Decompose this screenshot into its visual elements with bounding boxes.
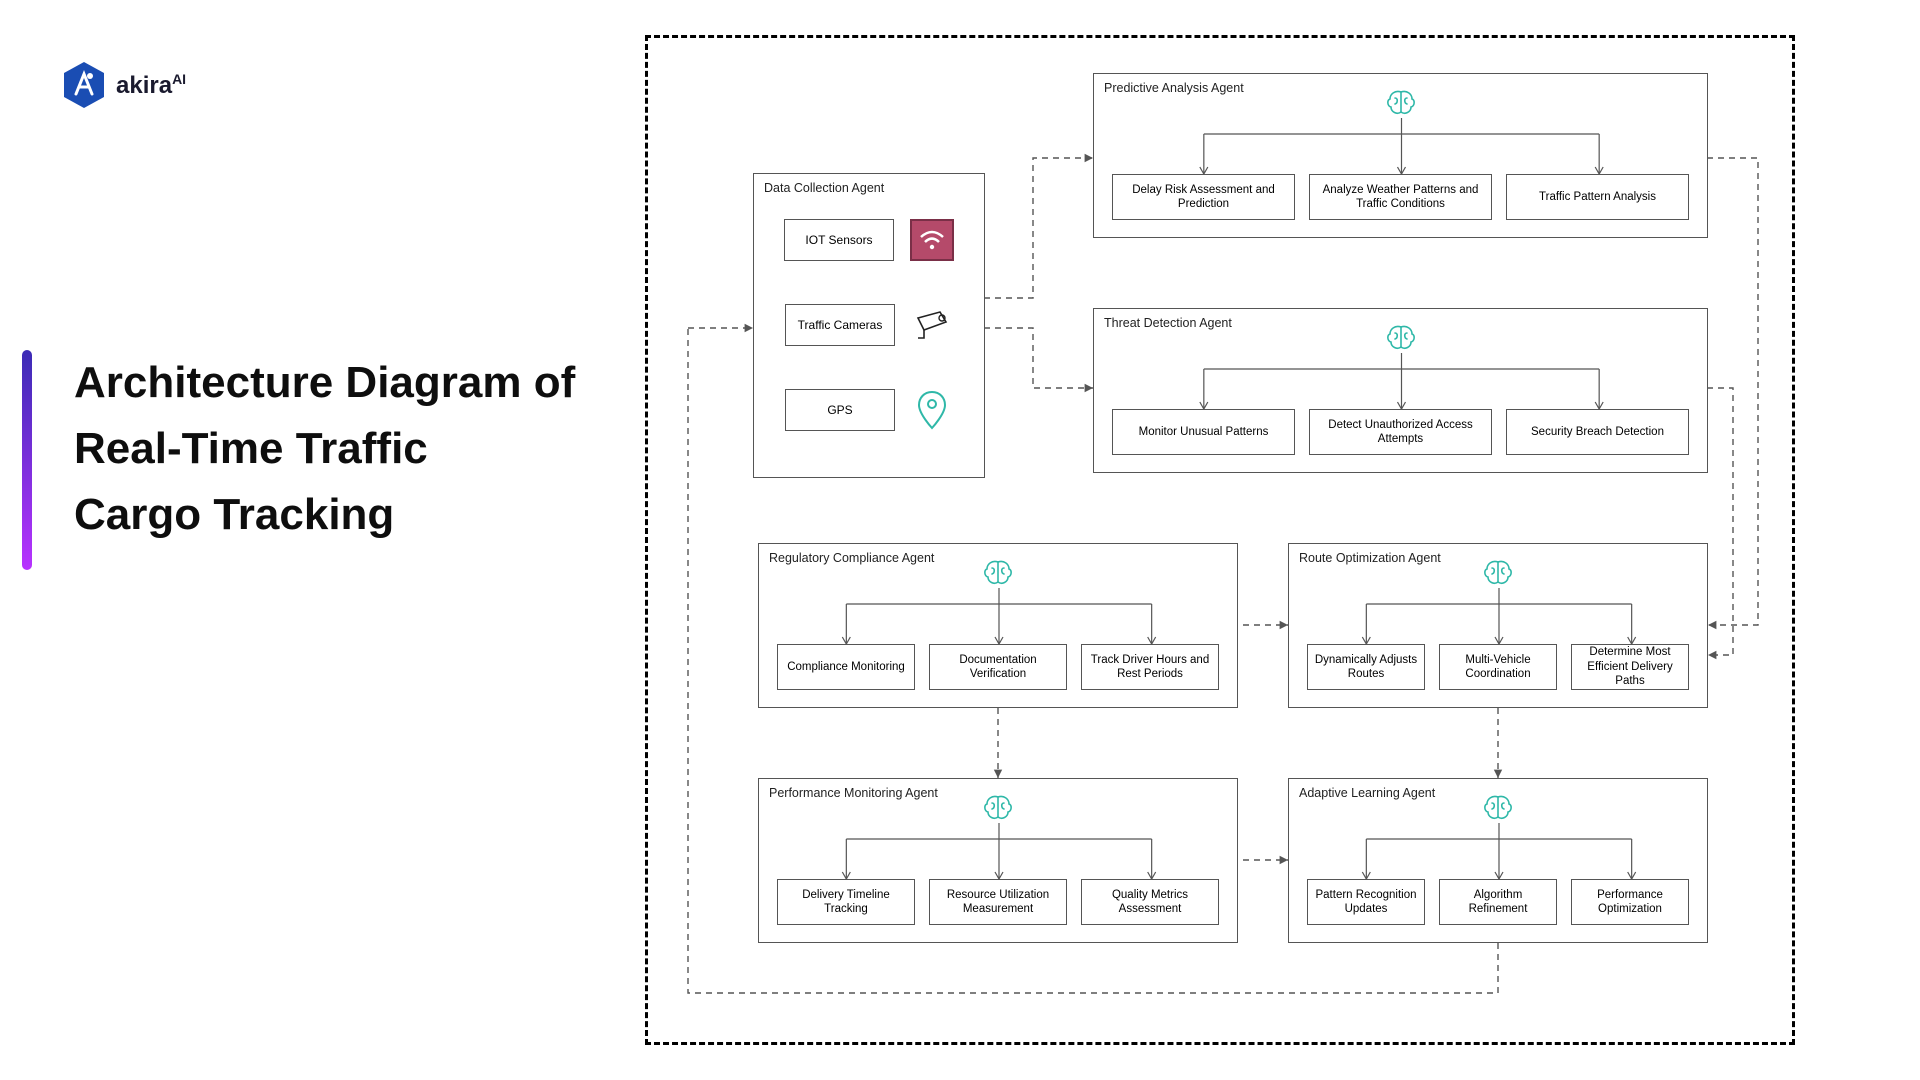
- regulatory-compliance-agent: Regulatory Compliance Agent Compliance M…: [758, 543, 1238, 708]
- diagram-frame: Data Collection Agent IOT Sensors Traffi…: [645, 35, 1795, 1045]
- sub-box: Detect Unauthorized Access Attempts: [1309, 409, 1492, 455]
- sub-box: Compliance Monitoring: [777, 644, 915, 690]
- sub-box: Pattern Recognition Updates: [1307, 879, 1425, 925]
- predictive-analysis-agent: Predictive Analysis Agent Delay Risk Ass…: [1093, 73, 1708, 238]
- logo-hex-icon: [62, 60, 106, 110]
- sub-box: Algorithm Refinement: [1439, 879, 1557, 925]
- title-accent-bar: [22, 350, 32, 570]
- brain-icon: [981, 793, 1015, 823]
- sub-box: Security Breach Detection: [1506, 409, 1689, 455]
- brain-icon: [1384, 88, 1418, 118]
- sub-box: Quality Metrics Assessment: [1081, 879, 1219, 925]
- gps-box: GPS: [785, 389, 895, 431]
- wifi-icon: [910, 219, 954, 261]
- sub-box: Track Driver Hours and Rest Periods: [1081, 644, 1219, 690]
- performance-monitoring-agent: Performance Monitoring Agent Delivery Ti…: [758, 778, 1238, 943]
- route-optimization-agent: Route Optimization Agent Dynamically Adj…: [1288, 543, 1708, 708]
- sub-box: Delivery Timeline Tracking: [777, 879, 915, 925]
- brand-logo: akiraAI: [62, 60, 186, 110]
- pin-icon: [911, 389, 953, 431]
- brain-icon: [1384, 323, 1418, 353]
- adaptive-learning-agent: Adaptive Learning Agent Pattern Recognit…: [1288, 778, 1708, 943]
- sub-box: Dynamically Adjusts Routes: [1307, 644, 1425, 690]
- threat-detection-agent: Threat Detection Agent Monitor Unusual P…: [1093, 308, 1708, 473]
- sub-box: Delay Risk Assessment and Prediction: [1112, 174, 1295, 220]
- agent-title: Data Collection Agent: [754, 174, 984, 202]
- sub-box: Documentation Verification: [929, 644, 1067, 690]
- brain-icon: [981, 558, 1015, 588]
- sub-box: Resource Utilization Measurement: [929, 879, 1067, 925]
- sub-box: Analyze Weather Patterns and Traffic Con…: [1309, 174, 1492, 220]
- title-line: Cargo Tracking: [74, 482, 575, 548]
- sub-box: Performance Optimization: [1571, 879, 1689, 925]
- sub-box: Multi-Vehicle Coordination: [1439, 644, 1557, 690]
- camera-icon: [911, 304, 953, 346]
- iot-sensors-box: IOT Sensors: [784, 219, 894, 261]
- title-line: Architecture Diagram of: [74, 350, 575, 416]
- brain-icon: [1481, 793, 1515, 823]
- sub-box: Monitor Unusual Patterns: [1112, 409, 1295, 455]
- page-title: Architecture Diagram of Real-Time Traffi…: [22, 350, 575, 570]
- sub-box: Determine Most Efficient Delivery Paths: [1571, 644, 1689, 690]
- brain-icon: [1481, 558, 1515, 588]
- data-collection-agent: Data Collection Agent IOT Sensors Traffi…: [753, 173, 985, 478]
- sub-box: Traffic Pattern Analysis: [1506, 174, 1689, 220]
- traffic-cameras-box: Traffic Cameras: [785, 304, 895, 346]
- title-line: Real-Time Traffic: [74, 416, 575, 482]
- logo-text: akiraAI: [116, 71, 186, 100]
